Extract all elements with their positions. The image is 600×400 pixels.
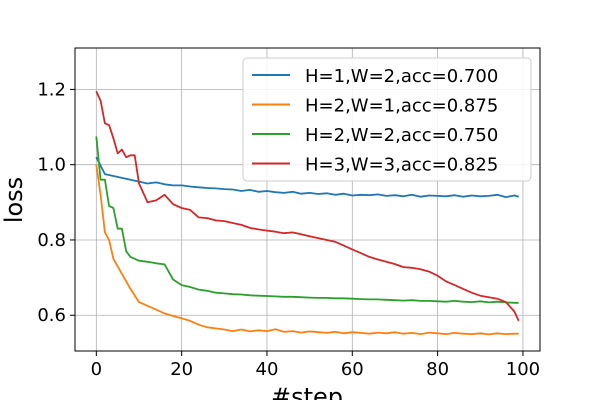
legend-label: H=2,W=2,acc=0.750 [305, 125, 498, 146]
y-tick-label: 1.2 [37, 79, 66, 100]
y-tick-label: 0.8 [37, 230, 66, 251]
x-tick-label: 0 [91, 359, 102, 380]
x-tick-label: 80 [426, 359, 449, 380]
series-line-1 [95, 156, 519, 199]
legend: H=1,W=2,acc=0.700 H=2,W=1,acc=0.875 H=2,W=… [242, 57, 532, 182]
x-tick-label: 40 [256, 359, 279, 380]
plot-frame [74, 47, 541, 352]
x-tick-label: 100 [506, 359, 540, 380]
series-lines [95, 90, 520, 336]
series-line-3 [95, 136, 519, 304]
y-axis-label: loss [0, 177, 28, 223]
legend-box [242, 57, 532, 182]
y-tick-label: 1.0 [37, 155, 66, 176]
series-line-2 [95, 164, 519, 336]
x-tick-label: 60 [341, 359, 364, 380]
x-tick-label: 20 [170, 359, 193, 380]
y-tick-label: 0.6 [37, 305, 66, 326]
series-line-4 [95, 90, 520, 322]
legend-label: H=3,W=3,acc=0.825 [305, 155, 498, 176]
axis-ticks: 0 20 40 60 80 100 0.6 0.8 1.0 1.2 [37, 79, 540, 380]
x-axis-label: #step [271, 383, 343, 400]
legend-label: H=2,W=1,acc=0.875 [305, 96, 498, 117]
legend-label: H=1,W=2,acc=0.700 [305, 66, 498, 87]
